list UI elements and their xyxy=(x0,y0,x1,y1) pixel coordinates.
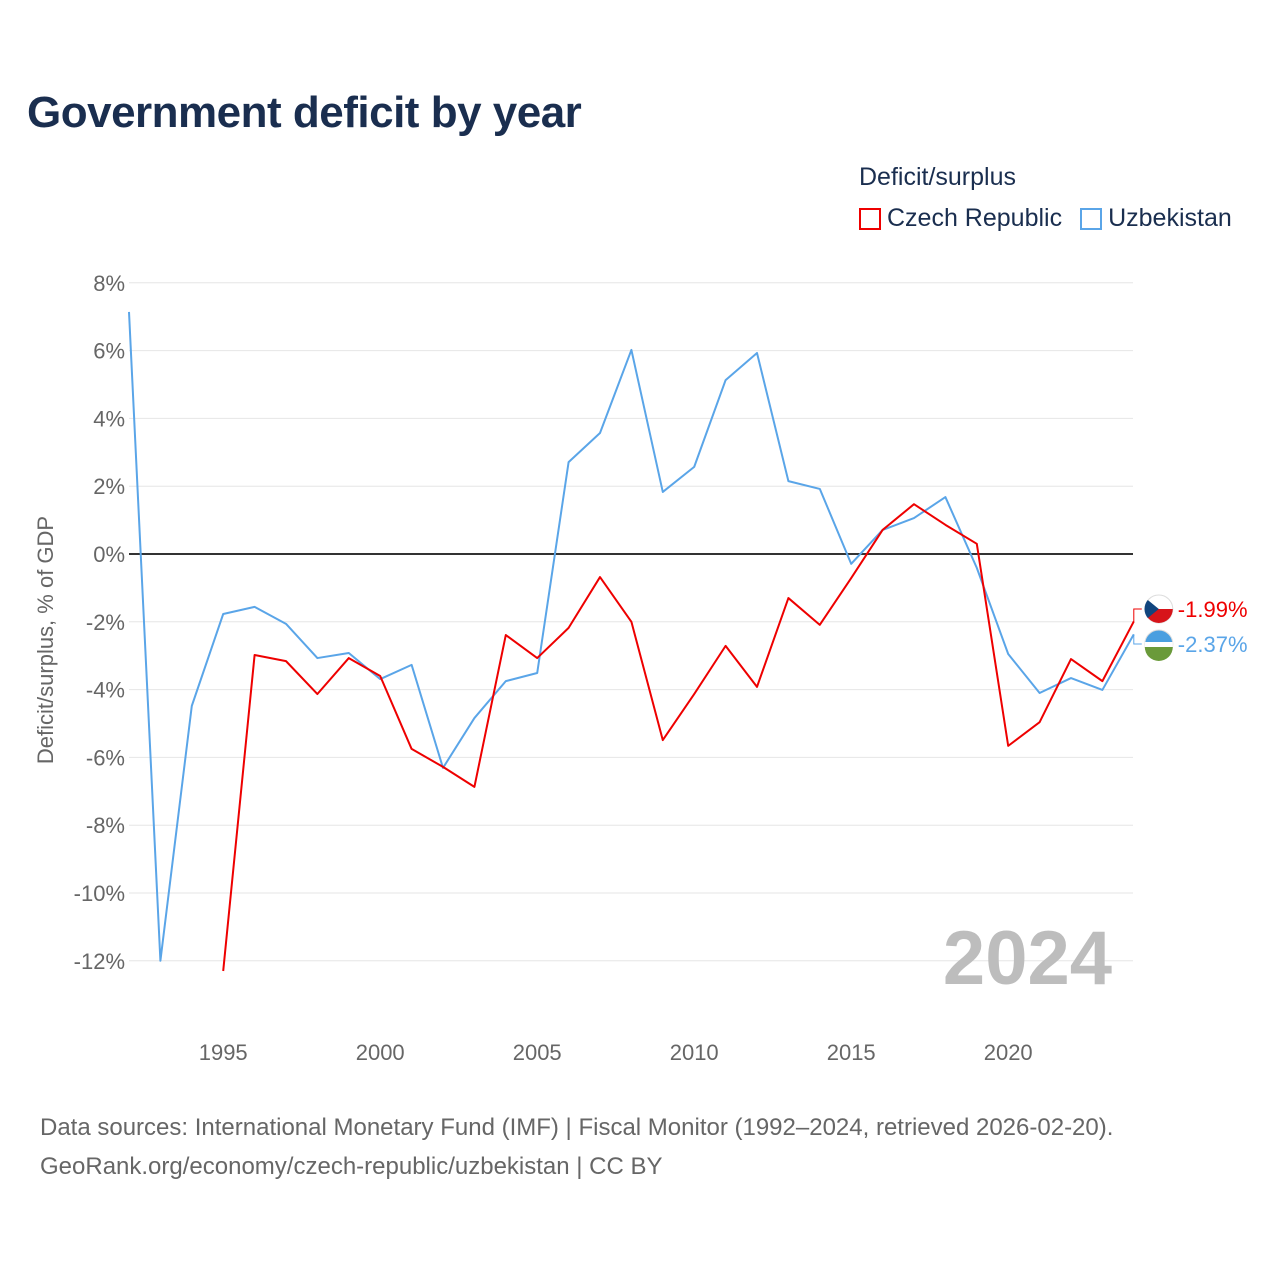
legend-title: Deficit/surplus xyxy=(859,163,1016,191)
y-tick-label: 2% xyxy=(93,474,125,499)
y-tick-label: 4% xyxy=(93,406,125,431)
source-link[interactable]: GeoRank.org/economy/czech-republic/uzbek… xyxy=(40,1153,663,1180)
series-line-uzbekistan xyxy=(128,311,1135,962)
flag-green-band xyxy=(1144,647,1173,661)
legend-item-uzbekistan[interactable]: Uzbekistan xyxy=(1080,204,1232,233)
y-tick-label: -10% xyxy=(74,881,125,906)
x-tick-label: 2015 xyxy=(827,1040,876,1065)
y-tick-label: 0% xyxy=(93,542,125,567)
leader-line xyxy=(1133,634,1142,645)
y-tick-label: -2% xyxy=(86,610,125,635)
end-value-label: -1.99% xyxy=(1178,597,1248,622)
legend-label: Czech Republic xyxy=(887,204,1063,232)
legend-item-czech-republic[interactable]: Czech Republic xyxy=(859,204,1062,233)
legend-label: Uzbekistan xyxy=(1108,204,1232,232)
year-watermark: 2024 xyxy=(943,916,1112,1001)
source-line: Data sources: International Monetary Fun… xyxy=(40,1114,1114,1141)
x-tick-label: 1995 xyxy=(199,1040,248,1065)
y-tick-label: 6% xyxy=(93,339,125,364)
legend-swatch xyxy=(1080,207,1103,230)
x-tick-label: 2005 xyxy=(513,1040,562,1065)
flag-blue-triangle xyxy=(1144,600,1159,618)
leader-line xyxy=(1133,608,1142,622)
y-tick-label: 8% xyxy=(93,271,125,296)
y-tick-label: -6% xyxy=(86,745,125,770)
y-axis-label: Deficit/surplus, % of GDP xyxy=(33,516,58,764)
flag-white-band xyxy=(1144,642,1173,647)
x-tick-label: 2020 xyxy=(984,1040,1033,1065)
x-tick-label: 2010 xyxy=(670,1040,719,1065)
y-tick-label: -8% xyxy=(86,813,125,838)
y-tick-label: -12% xyxy=(74,949,125,974)
source-note: Data sources: International Monetary Fun… xyxy=(40,1108,1113,1186)
y-tick-label: -4% xyxy=(86,678,125,703)
series-line-czech-republic xyxy=(222,503,1135,972)
legend-swatch xyxy=(859,207,881,230)
legend: Czech Republic Uzbekistan xyxy=(859,204,1232,233)
x-tick-label: 2000 xyxy=(356,1040,405,1065)
chart-title: Government deficit by year xyxy=(27,88,582,137)
end-value-label: -2.37% xyxy=(1178,632,1248,657)
